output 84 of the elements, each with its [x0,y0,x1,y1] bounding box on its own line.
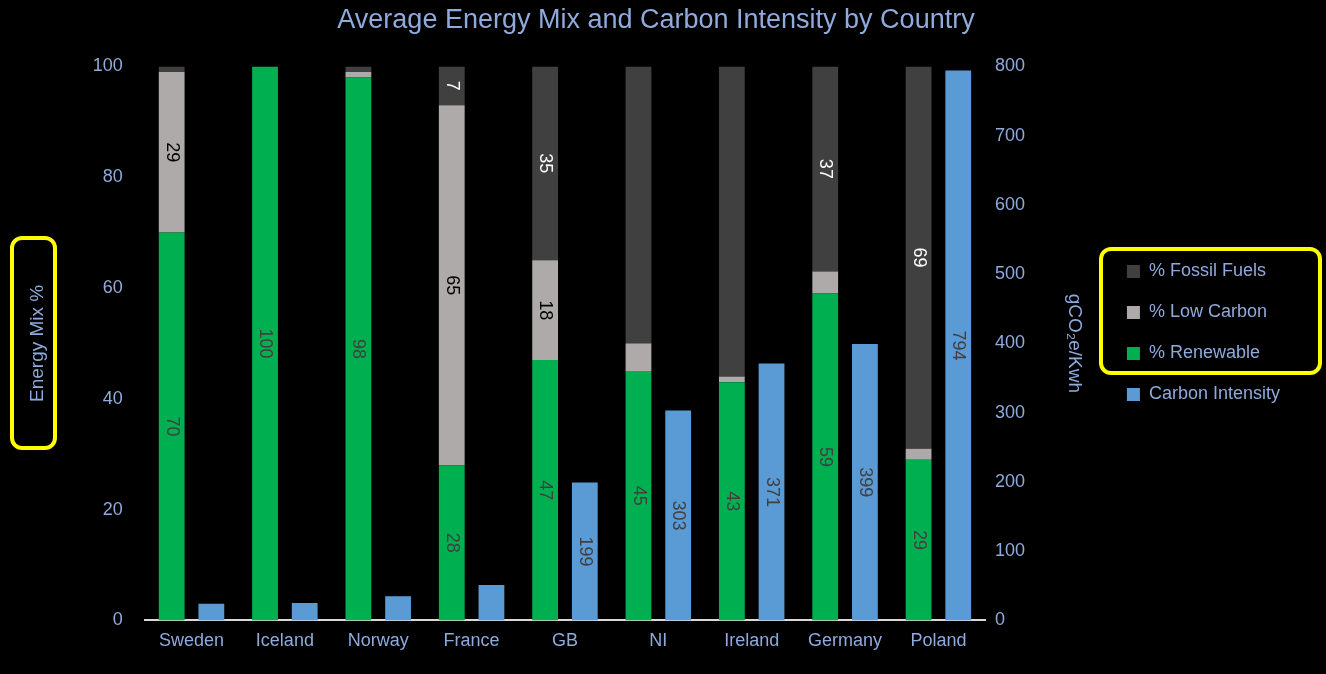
bar [758,363,785,621]
data-label: 371 [762,476,783,507]
data-label: 29 [162,142,183,163]
y2-tick-label: 300 [995,401,1026,422]
bar [385,596,411,621]
bar [718,376,745,383]
bar [812,271,839,294]
legend-label: % Low Carbon [1148,301,1268,322]
bar [625,66,652,344]
data-label: 794 [949,330,970,361]
x-tick-label: Norway [347,630,409,651]
data-label: 399 [855,467,876,498]
bar [532,66,559,261]
bar [945,70,972,621]
bar [478,585,505,621]
data-label: 28 [442,532,463,553]
x-tick-label: France [443,630,500,651]
bar [438,465,465,621]
bar [158,66,185,72]
bar [252,66,278,621]
bar [718,66,745,377]
bar [438,66,465,106]
y2-tick-label: 600 [995,193,1026,214]
y2-tick-label: 800 [995,55,1026,76]
y-tick-label: 0 [112,609,123,630]
x-tick-label: Ireland [724,630,780,651]
bar [718,382,745,621]
x-tick-label: Iceland [255,630,314,651]
data-label: 303 [669,500,690,531]
x-tick-label: Sweden [158,630,225,651]
y2-tick-label: 100 [995,540,1026,561]
bar [532,260,559,361]
bar [532,360,559,621]
bar [158,232,185,621]
data-label: 29 [909,530,930,551]
data-label: 18 [536,300,557,321]
y2-tick-label: 400 [995,332,1026,353]
bar [905,66,932,449]
y-axis-title: Energy Mix % [25,284,47,402]
data-label: 69 [909,247,930,268]
legend-label: Carbon Intensity [1148,383,1281,404]
data-label: 70 [162,416,183,437]
legend-label: % Fossil Fuels [1148,260,1266,281]
data-label: 98 [349,338,370,359]
y-tick-label: 60 [102,276,123,297]
y2-tick-label: 500 [995,263,1026,284]
bar [625,343,652,372]
bar [852,344,878,621]
data-label: 7 [442,80,463,91]
bar [905,459,932,621]
data-label: 35 [536,153,557,174]
y2-tick-label: 700 [995,124,1026,145]
bar [345,77,372,621]
bar [438,105,465,466]
y-tick-label: 40 [102,387,123,408]
y-tick-label: 100 [92,55,123,76]
bar [198,603,225,621]
bar [812,293,839,621]
data-label: 43 [722,491,743,512]
legend-label: % Renewable [1148,342,1261,363]
y2-tick-label: 200 [995,470,1026,491]
data-label: 100 [256,328,277,359]
x-tick-label: Poland [910,630,967,651]
bar [905,448,932,460]
bar [291,603,318,621]
data-label: 45 [629,485,650,506]
bar [812,66,839,272]
data-label: 199 [575,536,596,567]
bar [158,71,185,233]
chart-title: Average Energy Mix and Carbon Intensity by Country [337,3,976,34]
y2-axis-title: gCO₂e/Kwh [1065,293,1087,394]
x-tick-label: Germany [808,630,883,651]
data-label: 65 [442,275,463,296]
y2-tick-label: 0 [995,609,1006,630]
bar [571,482,598,621]
data-label: 47 [536,480,557,501]
bar [625,371,652,621]
x-tick-label: GB [551,630,578,651]
data-label: 37 [816,158,837,179]
y-tick-label: 20 [102,498,123,519]
bar [665,410,692,621]
y-tick-label: 80 [102,166,123,187]
x-tick-label: NI [649,630,668,651]
data-label: 59 [816,446,837,467]
